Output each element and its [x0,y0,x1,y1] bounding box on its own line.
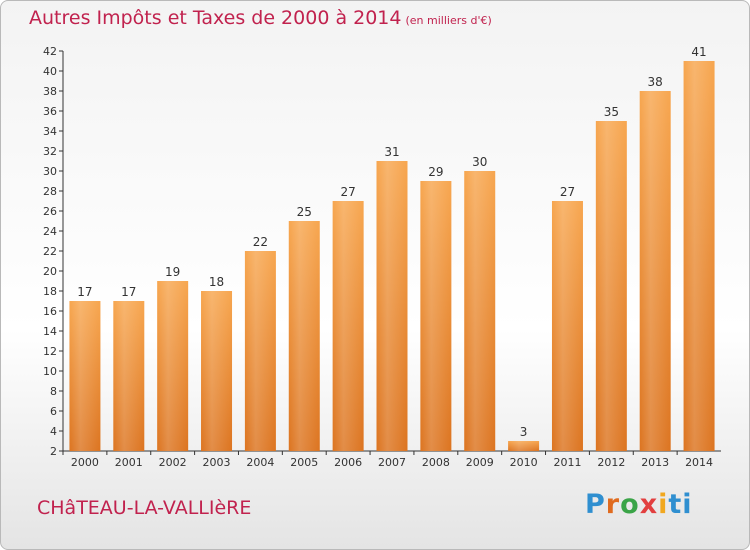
y-tick-label: 38 [43,85,57,98]
bar-highlight [464,171,496,451]
logo-letter: i [658,489,669,520]
bar-value-label: 27 [560,185,575,199]
x-tick-label: 2010 [510,456,538,469]
x-tick-label: 2006 [334,456,362,469]
x-tick-label: 2007 [378,456,406,469]
bar-highlight [551,201,583,451]
logo-letter: r [605,489,621,520]
bar-value-label: 19 [165,265,180,279]
y-tick-label: 16 [43,305,57,318]
bar-value-label: 25 [297,205,312,219]
bar-value-label: 41 [691,45,706,59]
y-tick-label: 40 [43,65,57,78]
y-tick-label: 10 [43,365,57,378]
bar-value-label: 29 [428,165,443,179]
y-tick-label: 6 [50,405,57,418]
y-tick-label: 20 [43,265,57,278]
bar-highlight [201,291,233,451]
x-tick-label: 2014 [685,456,713,469]
y-tick-label: 12 [43,345,57,358]
bar-value-label: 27 [340,185,355,199]
y-tick-label: 30 [43,165,57,178]
bar-highlight [69,301,101,451]
bar-value-label: 30 [472,155,487,169]
y-tick-label: 8 [50,385,57,398]
x-tick-label: 2012 [597,456,625,469]
x-tick-label: 2013 [641,456,669,469]
y-tick-label: 28 [43,185,57,198]
bar-highlight [288,221,320,451]
x-tick-label: 2011 [553,456,581,469]
logo-letter: P [585,489,606,520]
y-tick-label: 34 [43,125,57,138]
y-tick-label: 24 [43,225,57,238]
y-tick-label: 32 [43,145,57,158]
bar-value-label: 17 [77,285,92,299]
commune-name: CHâTEAU-LA-VALLIèRE [37,497,252,519]
bar-highlight [244,251,276,451]
x-tick-label: 2000 [71,456,99,469]
chart-unit: (en milliers d'€) [405,14,492,27]
x-tick-label: 2002 [159,456,187,469]
bar-highlight [376,161,408,451]
bar-value-label: 38 [648,75,663,89]
x-tick-label: 2005 [290,456,318,469]
logo-letter: o [620,489,640,520]
bar-value-label: 22 [253,235,268,249]
bar-highlight [508,441,540,451]
y-tick-label: 42 [43,45,57,58]
bar-value-label: 35 [604,105,619,119]
chart-title-text: Autres Impôts et Taxes de 2000 à 2014 [29,7,402,29]
proxiti-logo: Proxiti [585,489,693,520]
bar-highlight [113,301,145,451]
bar-highlight [332,201,364,451]
bar-highlight [420,181,452,451]
y-tick-label: 4 [50,425,57,438]
bar-value-label: 17 [121,285,136,299]
bar-highlight [595,121,627,451]
bar-value-label: 3 [520,425,528,439]
bar-highlight [683,61,715,451]
bar-value-label: 18 [209,275,224,289]
bar-highlight [157,281,189,451]
logo-letter: x [639,489,659,520]
y-tick-label: 26 [43,205,57,218]
x-tick-label: 2009 [466,456,494,469]
chart-title: Autres Impôts et Taxes de 2000 à 2014 (en… [29,7,492,29]
x-tick-label: 2003 [203,456,231,469]
y-tick-label: 2 [50,445,57,458]
x-tick-label: 2001 [115,456,143,469]
y-tick-label: 14 [43,325,57,338]
x-tick-label: 2008 [422,456,450,469]
bar-value-label: 31 [384,145,399,159]
y-tick-label: 18 [43,285,57,298]
x-tick-label: 2004 [246,456,274,469]
y-tick-label: 22 [43,245,57,258]
bar-highlight [639,91,671,451]
logo-letter: ti [668,489,693,520]
y-tick-label: 36 [43,105,57,118]
